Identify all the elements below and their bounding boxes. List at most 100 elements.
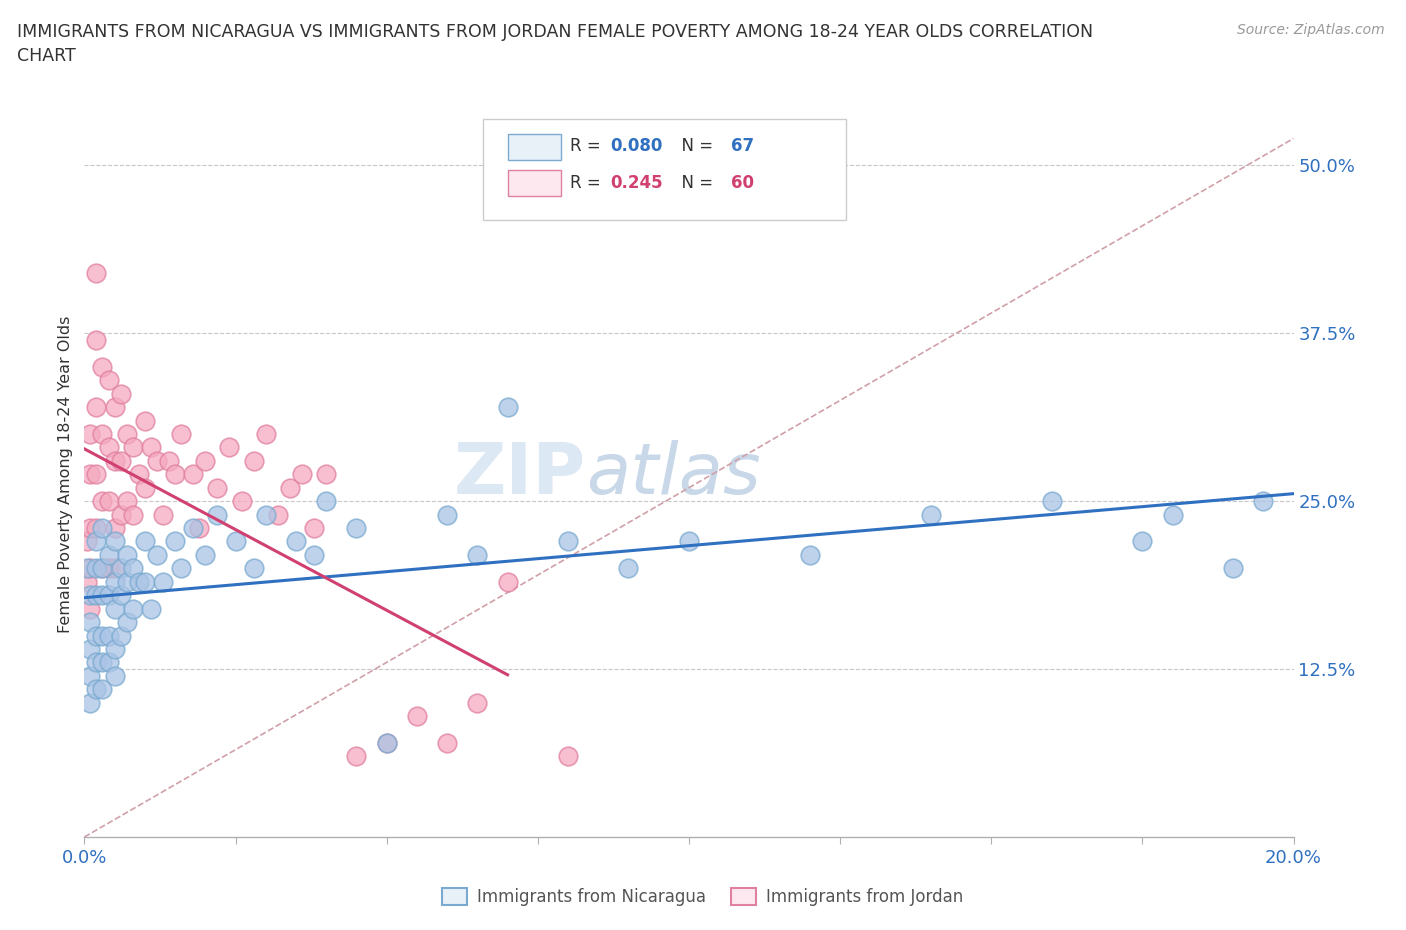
Point bbox=[97, 655, 120, 670]
Point bbox=[79, 669, 101, 684]
Legend: Immigrants from Nicaragua, Immigrants from Jordan: Immigrants from Nicaragua, Immigrants fr… bbox=[436, 881, 970, 912]
Point bbox=[315, 494, 337, 509]
Point bbox=[86, 628, 108, 643]
Point bbox=[181, 467, 204, 482]
Point bbox=[76, 575, 98, 590]
Point bbox=[207, 480, 229, 495]
Point bbox=[134, 413, 156, 428]
Point bbox=[467, 548, 489, 563]
Point bbox=[79, 561, 101, 576]
Point bbox=[79, 615, 101, 630]
Point bbox=[91, 655, 114, 670]
Point bbox=[139, 440, 162, 455]
Point bbox=[496, 400, 519, 415]
Point bbox=[194, 454, 217, 469]
Point bbox=[1253, 494, 1275, 509]
Point bbox=[157, 454, 180, 469]
Text: N =: N = bbox=[671, 138, 718, 155]
Point bbox=[115, 548, 138, 563]
Point bbox=[278, 480, 301, 495]
Point bbox=[291, 467, 314, 482]
Point bbox=[97, 494, 120, 509]
Text: 60: 60 bbox=[731, 174, 754, 192]
Point bbox=[152, 507, 174, 522]
Point bbox=[285, 534, 308, 549]
Point bbox=[557, 749, 579, 764]
Point bbox=[207, 507, 229, 522]
Point bbox=[181, 521, 204, 536]
Point bbox=[121, 601, 143, 616]
Text: Source: ZipAtlas.com: Source: ZipAtlas.com bbox=[1237, 23, 1385, 37]
Point bbox=[104, 454, 127, 469]
Point bbox=[76, 561, 98, 576]
Point bbox=[267, 507, 290, 522]
Point bbox=[920, 507, 942, 522]
Text: R =: R = bbox=[571, 174, 606, 192]
Point bbox=[436, 507, 458, 522]
Point bbox=[91, 588, 114, 603]
Point bbox=[302, 548, 325, 563]
Point bbox=[104, 534, 127, 549]
Point bbox=[115, 494, 138, 509]
Point bbox=[146, 548, 169, 563]
Text: ZIP: ZIP bbox=[454, 440, 586, 509]
Point bbox=[86, 534, 108, 549]
Point bbox=[557, 534, 579, 549]
Point bbox=[165, 534, 187, 549]
Point bbox=[115, 427, 138, 442]
Point bbox=[165, 467, 187, 482]
Point bbox=[194, 548, 217, 563]
Text: 67: 67 bbox=[731, 138, 755, 155]
Point bbox=[1161, 507, 1184, 522]
Point bbox=[134, 534, 156, 549]
Point bbox=[134, 575, 156, 590]
Point bbox=[86, 682, 108, 697]
Text: 0.080: 0.080 bbox=[610, 138, 662, 155]
Point bbox=[91, 682, 114, 697]
Point bbox=[170, 427, 193, 442]
Point bbox=[97, 440, 120, 455]
Y-axis label: Female Poverty Among 18-24 Year Olds: Female Poverty Among 18-24 Year Olds bbox=[58, 315, 73, 633]
Point bbox=[97, 548, 120, 563]
Point bbox=[375, 736, 398, 751]
Point bbox=[97, 628, 120, 643]
Point bbox=[104, 575, 127, 590]
Text: N =: N = bbox=[671, 174, 718, 192]
Point bbox=[86, 655, 108, 670]
Point bbox=[110, 588, 132, 603]
FancyBboxPatch shape bbox=[508, 134, 561, 160]
Point bbox=[104, 601, 127, 616]
Point bbox=[104, 400, 127, 415]
Point bbox=[91, 561, 114, 576]
Point bbox=[1130, 534, 1153, 549]
Point bbox=[79, 521, 101, 536]
Point bbox=[121, 561, 143, 576]
Point bbox=[242, 454, 264, 469]
Point bbox=[218, 440, 240, 455]
Point bbox=[97, 561, 120, 576]
Point bbox=[128, 467, 150, 482]
Point bbox=[121, 507, 143, 522]
Point bbox=[104, 561, 127, 576]
Point bbox=[86, 400, 108, 415]
Point bbox=[406, 709, 429, 724]
Point bbox=[110, 628, 132, 643]
Point bbox=[254, 507, 277, 522]
Point bbox=[97, 588, 120, 603]
Text: atlas: atlas bbox=[586, 440, 761, 509]
Point bbox=[152, 575, 174, 590]
Point bbox=[79, 696, 101, 711]
Point bbox=[110, 454, 132, 469]
Point bbox=[170, 561, 193, 576]
Point bbox=[436, 736, 458, 751]
Point bbox=[128, 575, 150, 590]
Point bbox=[302, 521, 325, 536]
Point bbox=[225, 534, 247, 549]
Point bbox=[231, 494, 253, 509]
Point bbox=[91, 521, 114, 536]
Text: 0.245: 0.245 bbox=[610, 174, 664, 192]
Point bbox=[188, 521, 211, 536]
Point bbox=[91, 628, 114, 643]
Point bbox=[110, 386, 132, 401]
Point bbox=[346, 521, 368, 536]
